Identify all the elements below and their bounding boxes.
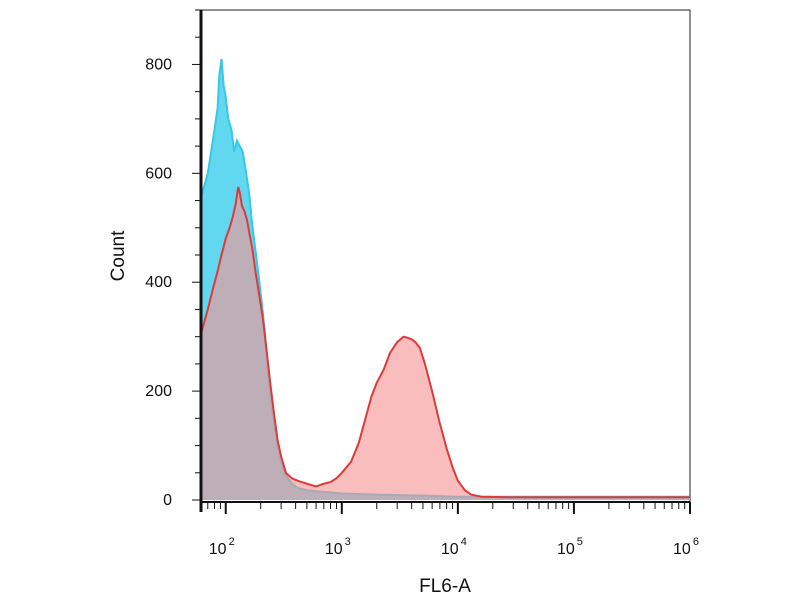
x-tick-label: 10 3 xyxy=(325,536,351,558)
x-tick-label: 10 5 xyxy=(557,536,583,558)
series-1-line xyxy=(200,186,690,499)
y-tick-label: 600 xyxy=(145,165,172,182)
x-tick-label: 10 4 xyxy=(441,536,467,558)
y-tick-label: 400 xyxy=(145,274,172,291)
y-axis-title: Count xyxy=(108,230,129,281)
x-tick-label: 10 6 xyxy=(673,536,699,558)
axes-layer: 0 200 400 600 800 10 2 10 3 10 4 10 5 10 6 xyxy=(145,9,699,558)
x-tick-label: 10 2 xyxy=(209,536,235,558)
y-tick-label: 200 xyxy=(145,383,172,400)
x-axis-title: FL6-A xyxy=(419,576,471,597)
series-1-area xyxy=(201,186,690,500)
series-layer xyxy=(200,58,690,500)
y-tick-label: 800 xyxy=(145,56,172,73)
y-tick-label: 0 xyxy=(163,492,172,509)
